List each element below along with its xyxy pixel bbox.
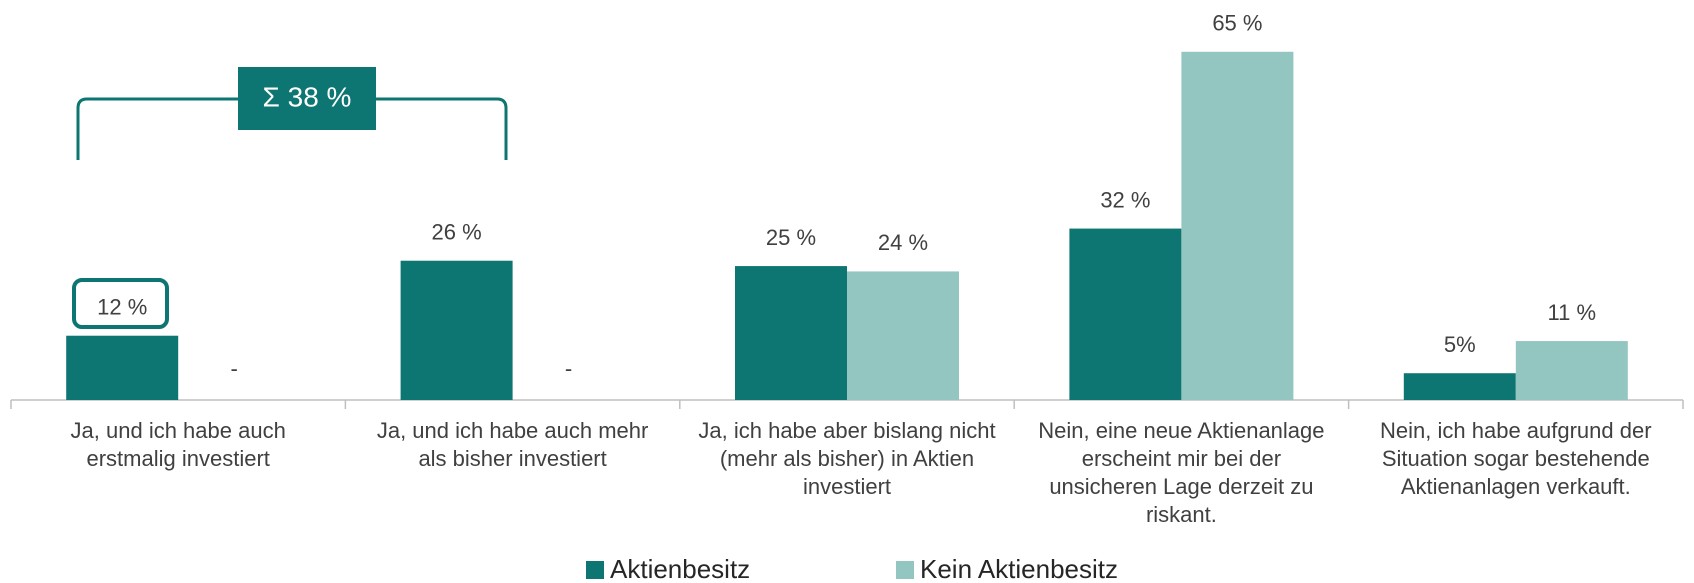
x-tick-label: Ja, ich habe aber bislang nicht (mehr als…: [698, 418, 995, 499]
value-label: 26 %: [432, 220, 482, 245]
bar: [400, 260, 513, 400]
value-label: -: [565, 356, 572, 381]
value-label: 65 %: [1212, 11, 1262, 36]
legend-swatch: [896, 561, 914, 579]
bar: [66, 335, 179, 400]
value-label: 25 %: [766, 225, 816, 250]
x-tick-label: Nein, eine neue Aktienanlage erscheint mi…: [1038, 418, 1324, 527]
bar: [1515, 341, 1628, 400]
value-label: 24 %: [878, 230, 928, 255]
value-label: 32 %: [1100, 187, 1150, 212]
bar: [847, 271, 959, 400]
bar: [1403, 373, 1516, 400]
legend-label: Kein Aktienbesitz: [920, 554, 1118, 583]
bar: [1181, 51, 1294, 401]
value-label: 11 %: [1548, 300, 1597, 325]
bar: [735, 266, 847, 400]
value-label: 12 %: [97, 295, 147, 320]
legend-swatch: [586, 561, 604, 579]
x-tick-label: Ja, und ich habe auch mehr als bisher inv…: [377, 418, 649, 471]
value-label: 5%: [1444, 332, 1476, 357]
value-label: -: [231, 356, 238, 381]
legend-label: Aktienbesitz: [610, 554, 750, 583]
x-tick-label: Nein, ich habe aufgrund der Situation sog…: [1380, 418, 1652, 499]
sum-label: Σ 38 %: [263, 81, 352, 112]
bar: [1069, 228, 1182, 400]
highlight-box: [72, 278, 169, 329]
sum-box: [238, 67, 376, 130]
x-tick-label: Ja, und ich habe auch erstmalig investier…: [71, 418, 286, 471]
